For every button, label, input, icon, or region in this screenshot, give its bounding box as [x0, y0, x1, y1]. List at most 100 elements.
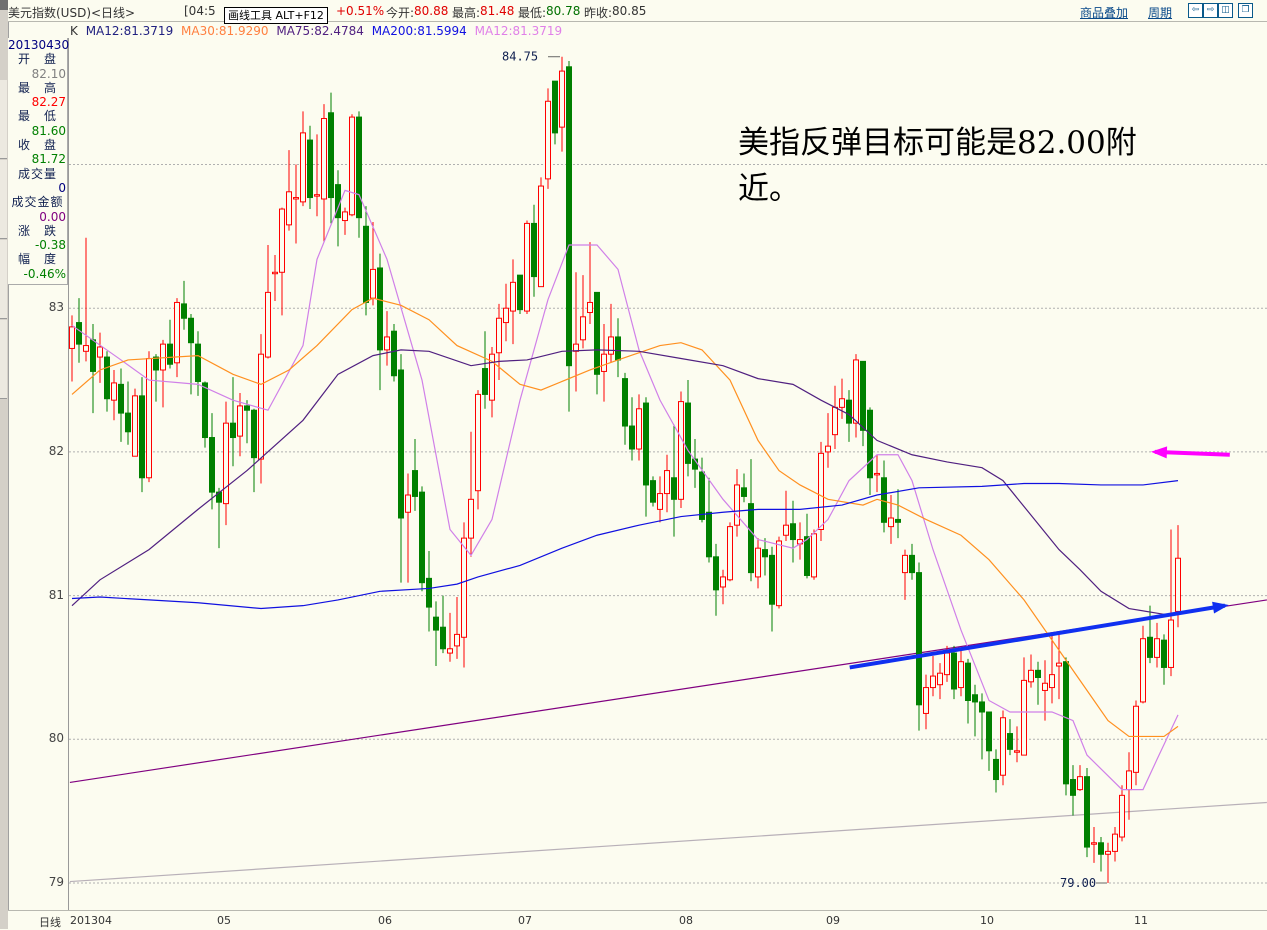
- ma-line-ma30: [71, 297, 1179, 738]
- side-tab-strip: [0, 0, 9, 929]
- info-label: 最 低: [17, 109, 57, 124]
- info-value: 0: [58, 180, 66, 195]
- candle-down: [153, 356, 159, 371]
- candle-up: [1105, 850, 1111, 855]
- legend-ma12-b: MA12:81.3719: [474, 24, 563, 38]
- ma-line-ma200: [71, 480, 1179, 610]
- info-label: 成交金额: [11, 195, 64, 210]
- candle-up: [370, 268, 376, 299]
- low-label: 最低:: [518, 6, 547, 20]
- candle-down: [90, 339, 96, 372]
- side-tab-4[interactable]: [0, 320, 7, 399]
- candle-down: [356, 116, 362, 219]
- ma-line-ma12: [71, 189, 1179, 791]
- candle-up: [587, 301, 593, 314]
- side-tab-3[interactable]: [0, 240, 7, 319]
- candle-down: [762, 549, 768, 558]
- candle-up: [314, 194, 320, 197]
- candle-down: [125, 412, 131, 433]
- overlay-commodity-link[interactable]: 商品叠加: [1080, 6, 1129, 20]
- candle-down: [615, 336, 621, 361]
- legend-k: K: [70, 24, 78, 38]
- candle-down: [671, 477, 677, 500]
- candle-down: [867, 409, 873, 479]
- info-date: 20130430: [8, 38, 70, 52]
- candle-up: [489, 353, 495, 401]
- candle-down: [202, 382, 208, 439]
- candle-up: [279, 208, 285, 273]
- y-tick-label: 81: [48, 587, 64, 602]
- candle-up: [146, 357, 152, 479]
- candle-up: [923, 687, 929, 714]
- info-value: -0.46%: [23, 266, 66, 281]
- split-panel-icon[interactable]: ◫: [1218, 3, 1233, 18]
- candle-down: [629, 425, 635, 450]
- candle-down: [748, 503, 754, 574]
- candle-down: [713, 556, 719, 591]
- candle-up: [545, 100, 551, 180]
- candle-up: [888, 517, 894, 528]
- x-axis: 日线 201304 05 06 07 08 09 10 11: [8, 910, 1267, 930]
- candle-down: [706, 511, 712, 558]
- candle-up: [1056, 662, 1062, 667]
- x-tick-label: 09: [826, 914, 840, 927]
- period-link[interactable]: 周期: [1148, 6, 1173, 20]
- candle-up: [510, 281, 516, 312]
- x-tick-label: 201304: [70, 914, 112, 927]
- candle-up: [1112, 833, 1118, 852]
- side-tab-1[interactable]: [0, 80, 7, 159]
- candle-up: [636, 408, 642, 450]
- arrow-left-icon[interactable]: ⇦: [1188, 3, 1203, 18]
- legend-ma200: MA200:81.5994: [371, 24, 467, 38]
- candle-down: [986, 711, 992, 752]
- candle-down: [860, 360, 866, 431]
- x-tick-label: 07: [518, 914, 532, 927]
- candle-down: [895, 518, 901, 523]
- info-label: 最 高: [17, 80, 57, 95]
- candle-up: [944, 652, 950, 676]
- candle-down: [993, 758, 999, 781]
- candle-down: [741, 487, 747, 497]
- candle-up: [734, 484, 740, 526]
- candle-up: [1168, 619, 1174, 668]
- candle-down: [1161, 639, 1167, 668]
- candle-down: [1035, 669, 1041, 679]
- candle-up: [160, 343, 166, 371]
- candle-down: [769, 554, 775, 605]
- candle-down: [398, 369, 404, 519]
- candle-down: [412, 470, 418, 497]
- ma-legend: K MA12:81.3719 MA30:81.9290 MA75:82.4784…: [70, 24, 566, 38]
- candle-up: [468, 498, 474, 539]
- chart-title: 美元指数(USD)<日线>: [8, 6, 136, 20]
- restore-window-icon[interactable]: ❐: [1238, 3, 1253, 18]
- x-tick-label: 05: [217, 914, 231, 927]
- candle-up: [503, 307, 509, 324]
- candle-up: [678, 401, 684, 500]
- open-value: 80.88: [414, 4, 449, 18]
- candle-up: [475, 393, 481, 492]
- y-tick-label: 82: [48, 443, 64, 458]
- candle-up: [1000, 717, 1006, 776]
- arrow-right-icon[interactable]: ⇨: [1203, 3, 1218, 18]
- candle-down: [1070, 779, 1076, 796]
- candle-down: [251, 409, 257, 459]
- panel-grip[interactable]: [0, 0, 8, 10]
- candle-down: [1147, 636, 1153, 658]
- candle-down: [104, 356, 110, 400]
- low-marker-label: 79.00: [1060, 876, 1096, 890]
- candle-down: [552, 80, 558, 134]
- candle-down: [699, 471, 705, 520]
- side-tab-2[interactable]: [0, 160, 7, 239]
- info-value: 0.00: [39, 209, 66, 224]
- candle-up: [1091, 842, 1097, 845]
- candle-down: [881, 477, 887, 523]
- candle-up: [601, 353, 607, 372]
- candle-up: [776, 540, 782, 607]
- candle-up: [958, 661, 964, 689]
- candle-down: [118, 383, 124, 414]
- candle-up: [265, 291, 271, 358]
- high-value: 81.48: [480, 4, 515, 18]
- time-readout: [04:5: [184, 4, 216, 18]
- candle-down: [195, 343, 201, 382]
